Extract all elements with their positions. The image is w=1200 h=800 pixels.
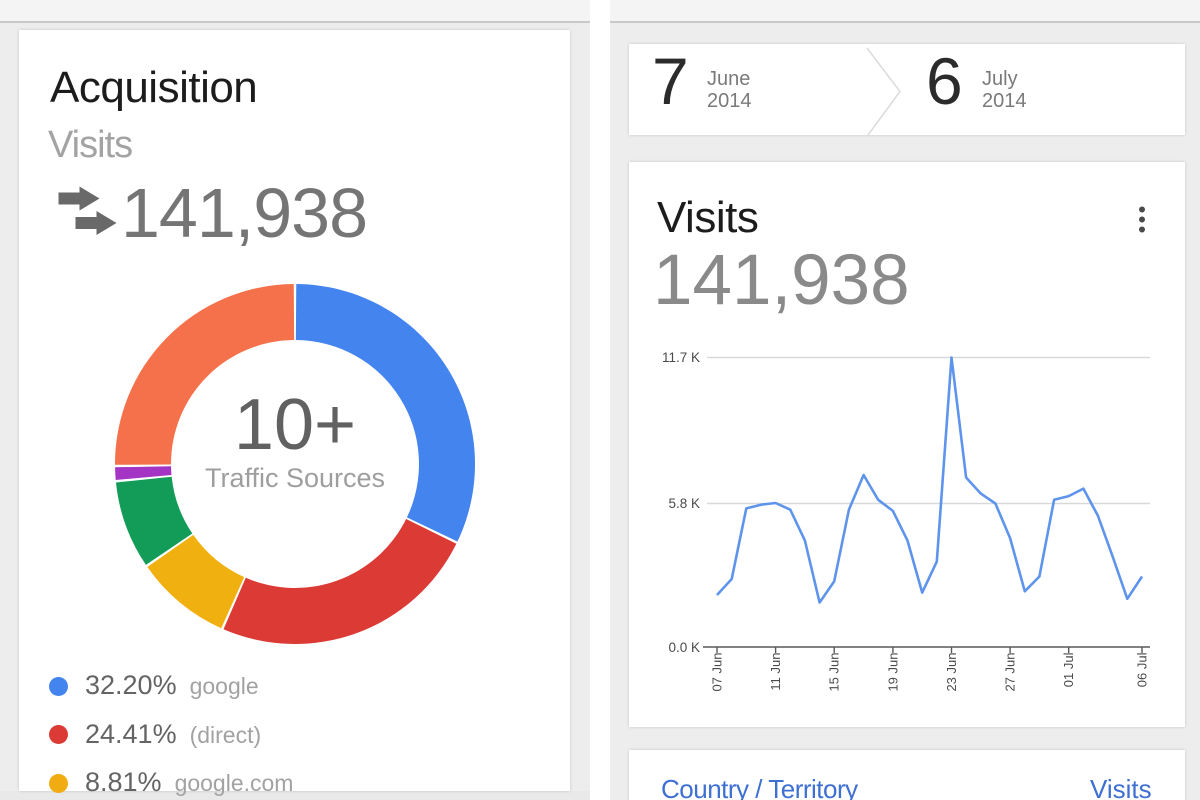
svg-text:01 Jul: 01 Jul	[1061, 652, 1076, 687]
svg-text:11.7 K: 11.7 K	[662, 350, 700, 365]
svg-text:11 Jun: 11 Jun	[768, 653, 783, 691]
svg-text:15 Jun: 15 Jun	[827, 653, 842, 692]
svg-text:07 Jun: 07 Jun	[710, 653, 725, 692]
svg-text:23 Jun: 23 Jun	[944, 653, 959, 692]
svg-text:5.8 K: 5.8 K	[668, 496, 700, 511]
svg-text:27 Jun: 27 Jun	[1003, 653, 1018, 692]
svg-text:0.0 K: 0.0 K	[668, 640, 700, 655]
svg-text:19 Jun: 19 Jun	[885, 653, 900, 692]
svg-text:06 Jul: 06 Jul	[1135, 652, 1150, 687]
